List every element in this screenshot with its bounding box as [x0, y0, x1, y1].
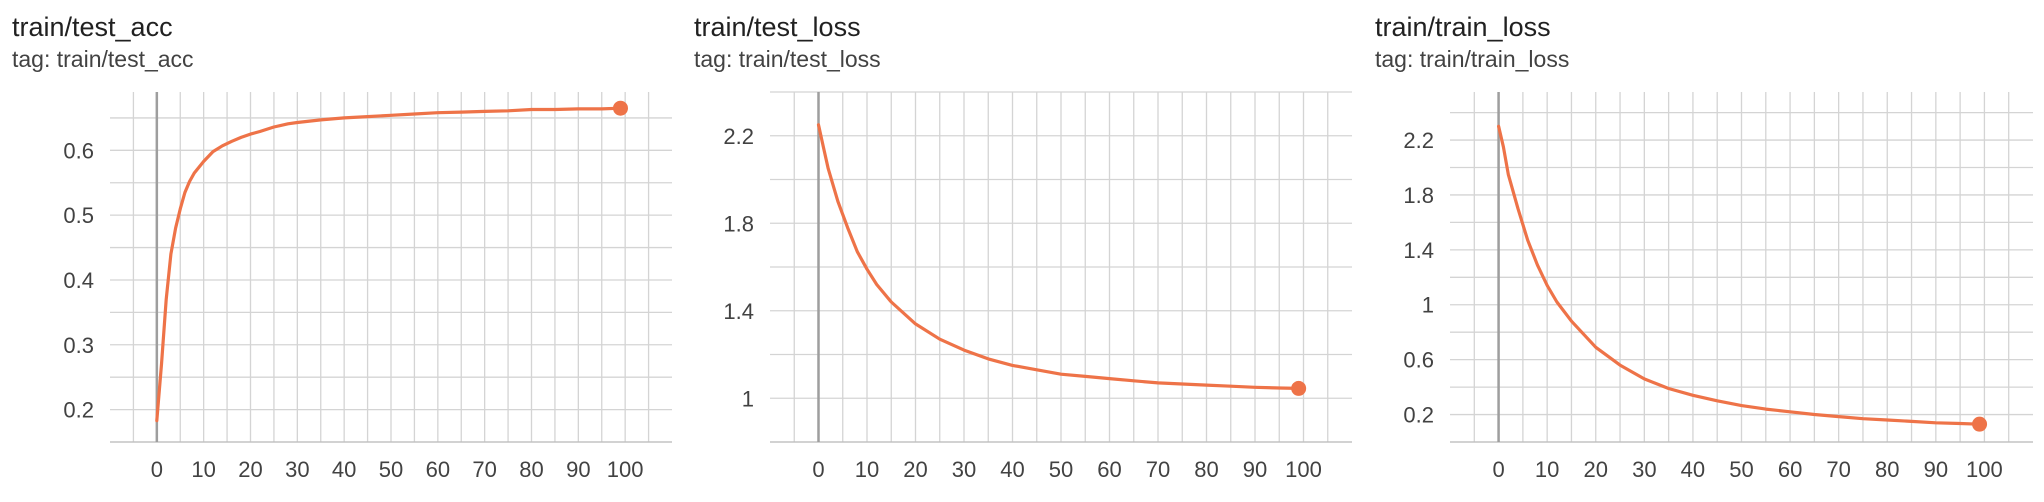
x-tick-label: 70 — [1146, 457, 1170, 482]
y-tick-label: 1.4 — [1403, 238, 1434, 263]
x-tick-label: 60 — [426, 457, 450, 482]
y-tick-label: 1 — [1422, 293, 1434, 318]
chart-svg-train-loss: 0 10 20 30 40 50 60 70 80 90 100 0.2 0.6 1 1.4 1.8 2.2 — [1403, 92, 2033, 482]
y-tick-label: 0.5 — [63, 203, 94, 228]
x-tick-label: 100 — [1285, 457, 1322, 482]
chart-tag: tag: train/test_acc — [12, 46, 194, 72]
chart-title: train/test_acc — [12, 12, 173, 42]
x-tick-label: 80 — [519, 457, 543, 482]
y-tick-label: 2.2 — [1403, 128, 1434, 153]
x-tick-label: 90 — [566, 457, 590, 482]
x-tick-label: 40 — [1681, 457, 1705, 482]
x-tick-label: 30 — [952, 457, 976, 482]
x-tick-label: 30 — [285, 457, 309, 482]
y-tick-label: 1.8 — [1403, 183, 1434, 208]
x-tick-label: 80 — [1194, 457, 1218, 482]
y-tick-label: 0.2 — [1403, 403, 1434, 428]
x-tick-label: 100 — [607, 457, 644, 482]
x-tick-label: 90 — [1243, 457, 1267, 482]
series-end-point — [1291, 380, 1307, 396]
x-tick-label: 40 — [332, 457, 356, 482]
series-line — [155, 106, 623, 423]
x-tick-label: 20 — [238, 457, 262, 482]
y-tick-label: 0.6 — [1403, 348, 1434, 373]
x-tick-label: 50 — [1729, 457, 1753, 482]
chart-panel-test-loss: train/test_loss tag: train/test_loss 0 10… — [682, 0, 1362, 502]
y-tick-label: 1 — [742, 386, 754, 411]
x-tick-label: 10 — [855, 457, 879, 482]
series-end-point — [612, 100, 628, 116]
chart-svg-test-loss: 0 10 20 30 40 50 60 70 80 90 100 1 1.4 1.8 2.2 — [723, 91, 1352, 482]
chart-svg-test-acc: 0 10 20 30 40 50 60 70 80 90 100 0.2 0.3 0.4 0.5 0.6 — [63, 92, 672, 482]
y-tick-label: 0.3 — [63, 333, 94, 358]
chart-tag: tag: train/test_loss — [694, 46, 881, 72]
y-tick-label: 0.4 — [63, 268, 94, 293]
series-line — [816, 123, 1301, 390]
x-tick-label: 30 — [1632, 457, 1656, 482]
x-tick-label: 70 — [472, 457, 496, 482]
x-tick-label: 60 — [1778, 457, 1802, 482]
y-tick-label: 1.8 — [723, 211, 754, 236]
x-tick-label: 20 — [1584, 457, 1608, 482]
y-tick-label: 0.2 — [63, 398, 94, 423]
x-tick-label: 10 — [1535, 457, 1559, 482]
x-tick-label: 100 — [1966, 457, 2003, 482]
x-tick-label: 40 — [1000, 457, 1024, 482]
chart-panel-test-acc: train/test_acc tag: train/test_acc 0 10 20… — [0, 0, 680, 502]
x-tick-label: 0 — [151, 457, 163, 482]
x-tick-label: 80 — [1875, 457, 1899, 482]
y-tick-label: 2.2 — [723, 124, 754, 149]
chart-title: train/test_loss — [694, 12, 861, 42]
chart-title: train/train_loss — [1375, 12, 1551, 42]
x-tick-label: 70 — [1826, 457, 1850, 482]
x-tick-label: 20 — [903, 457, 927, 482]
chart-panel-train-loss: train/train_loss tag: train/train_loss 0… — [1363, 0, 2044, 502]
x-tick-label: 0 — [812, 457, 824, 482]
chart-tag: tag: train/train_loss — [1375, 46, 1570, 72]
x-tick-label: 0 — [1492, 457, 1504, 482]
y-tick-label: 0.6 — [63, 138, 94, 163]
x-tick-label: 10 — [191, 457, 215, 482]
y-tick-label: 1.4 — [723, 299, 754, 324]
x-tick-label: 50 — [379, 457, 403, 482]
series-line — [1497, 124, 1982, 426]
x-tick-label: 90 — [1924, 457, 1948, 482]
x-tick-label: 60 — [1097, 457, 1121, 482]
series-end-point — [1972, 416, 1988, 432]
x-tick-label: 50 — [1049, 457, 1073, 482]
